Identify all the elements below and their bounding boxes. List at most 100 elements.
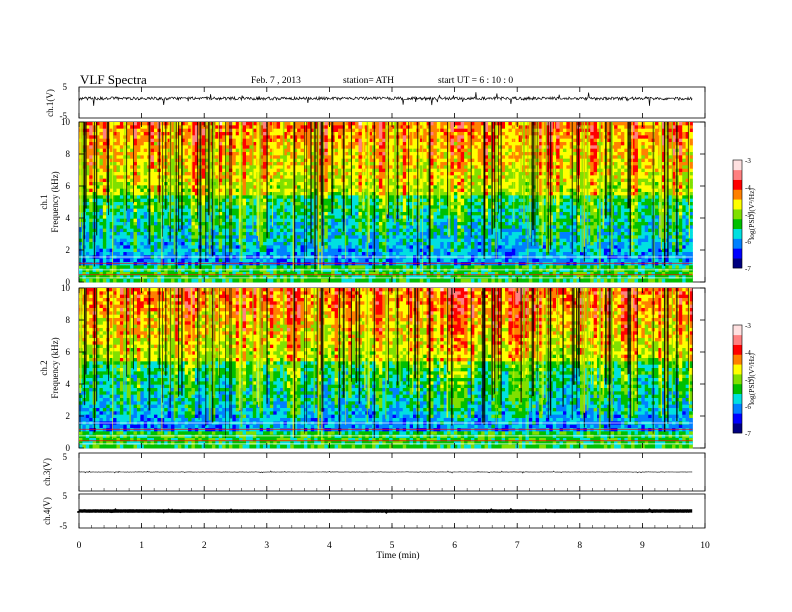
spectrogram-cell <box>406 189 410 193</box>
spectrogram-cell <box>352 175 356 179</box>
spectrogram-cell <box>232 195 236 199</box>
spectrogram-cell <box>140 175 144 179</box>
spectrogram-cell <box>130 239 134 243</box>
spectrogram-cell <box>413 199 417 203</box>
spectrogram-cell <box>287 132 291 136</box>
spectrogram-cell <box>297 229 301 233</box>
spectrogram-cell <box>270 132 274 136</box>
spectrogram-cell <box>403 192 407 196</box>
spectrogram-cell <box>103 219 107 223</box>
spectrogram-cell <box>219 249 223 253</box>
spectrogram-cell <box>335 215 339 219</box>
spectrogram-cell <box>352 125 356 129</box>
spectrogram-cell <box>137 222 141 226</box>
spectrogram-cell <box>253 279 257 283</box>
spectrogram-cell <box>202 142 206 146</box>
spectrogram-cell <box>226 259 230 263</box>
spectrogram-cell <box>297 149 301 153</box>
spectrogram-cell <box>99 222 103 226</box>
spectrogram-cell <box>144 229 148 233</box>
spectrogram-cell <box>352 215 356 219</box>
spectrogram-cell <box>270 215 274 219</box>
spectrogram-cell <box>413 165 417 169</box>
spectrogram-cell <box>202 152 206 156</box>
spectrogram-cell <box>413 129 417 133</box>
spectrogram-cell <box>273 129 277 133</box>
spectrogram-cell <box>297 169 301 173</box>
spectrogram-cell <box>154 212 158 216</box>
spectrogram-cell <box>328 189 332 193</box>
spectrogram-cell <box>134 229 138 233</box>
spectrogram-cell <box>181 235 185 239</box>
spectrogram-cell <box>277 222 281 226</box>
spectrogram-cell <box>253 252 257 256</box>
spectrogram-cell <box>151 202 155 206</box>
spectrogram-cell <box>116 275 120 279</box>
spectrogram-cell <box>420 222 424 226</box>
spectrogram-cell <box>410 245 414 249</box>
spectrogram-cell <box>106 229 110 233</box>
spectrogram-cell <box>283 242 287 246</box>
spectrogram-cell <box>416 125 420 129</box>
spectrogram-cell <box>416 249 420 253</box>
spectrogram-cell <box>355 225 359 229</box>
spectrogram-cell <box>389 145 393 149</box>
spectrogram-cell <box>338 209 342 213</box>
spectrogram-cell <box>89 195 93 199</box>
spectrogram-cell <box>249 239 253 243</box>
spectrogram-cell <box>328 179 332 183</box>
spectrogram-cell <box>335 249 339 253</box>
spectrogram-cell <box>355 239 359 243</box>
spectrogram-cell <box>181 265 185 269</box>
spectrogram-cell <box>164 242 168 246</box>
spectrogram-cell <box>338 265 342 269</box>
spectrogram-cell <box>423 195 427 199</box>
spectrogram-cell <box>416 162 420 166</box>
spectrogram-cell <box>297 155 301 159</box>
spectrogram-cell <box>328 205 332 209</box>
spectrogram-cell <box>151 192 155 196</box>
spectrogram-cell <box>137 192 141 196</box>
spectrogram-cell <box>273 259 277 263</box>
spectrogram-cell <box>89 212 93 216</box>
spectrogram-cell <box>243 172 247 176</box>
spectrogram-cell <box>410 249 414 253</box>
spectrogram-cell <box>413 155 417 159</box>
spectrogram-cell <box>324 152 328 156</box>
spectrogram-cell <box>430 212 434 216</box>
spectrogram-cell <box>236 249 240 253</box>
spectrogram-cell <box>277 142 281 146</box>
spectrogram-cell <box>338 199 342 203</box>
spectrogram-cell <box>191 259 195 263</box>
spectrogram-cell <box>86 275 90 279</box>
spectrogram-cell <box>127 249 131 253</box>
spectrogram-cell <box>307 249 311 253</box>
spectrogram-cell <box>358 122 362 126</box>
spectrogram-cell <box>134 199 138 203</box>
spectrogram-cell <box>324 122 328 126</box>
spectrogram-cell <box>393 235 397 239</box>
spectrogram-cell <box>416 122 420 126</box>
spectrogram-cell <box>376 245 380 249</box>
spectrogram-cell <box>151 219 155 223</box>
spectrogram-cell <box>232 209 236 213</box>
spectrogram-cell <box>188 245 192 249</box>
spectrogram-cell <box>335 152 339 156</box>
spectrogram-cell <box>311 275 315 279</box>
spectrogram-cell <box>232 219 236 223</box>
spectrogram-cell <box>376 155 380 159</box>
spectrogram-cell <box>270 252 274 256</box>
spectrogram-cell <box>116 162 120 166</box>
spectrogram-cell <box>232 235 236 239</box>
spectrogram-cell <box>427 275 431 279</box>
spectrogram-cell <box>376 235 380 239</box>
spectrogram-cell <box>324 239 328 243</box>
spectrogram-cell <box>335 275 339 279</box>
spectrogram-cell <box>144 139 148 143</box>
spectrogram-cell <box>430 252 434 256</box>
spectrogram-cell <box>338 205 342 209</box>
spectrogram-cell <box>164 249 168 253</box>
spectrogram-cell <box>338 202 342 206</box>
spectrogram-cell <box>413 149 417 153</box>
spectrogram-cell <box>355 232 359 236</box>
